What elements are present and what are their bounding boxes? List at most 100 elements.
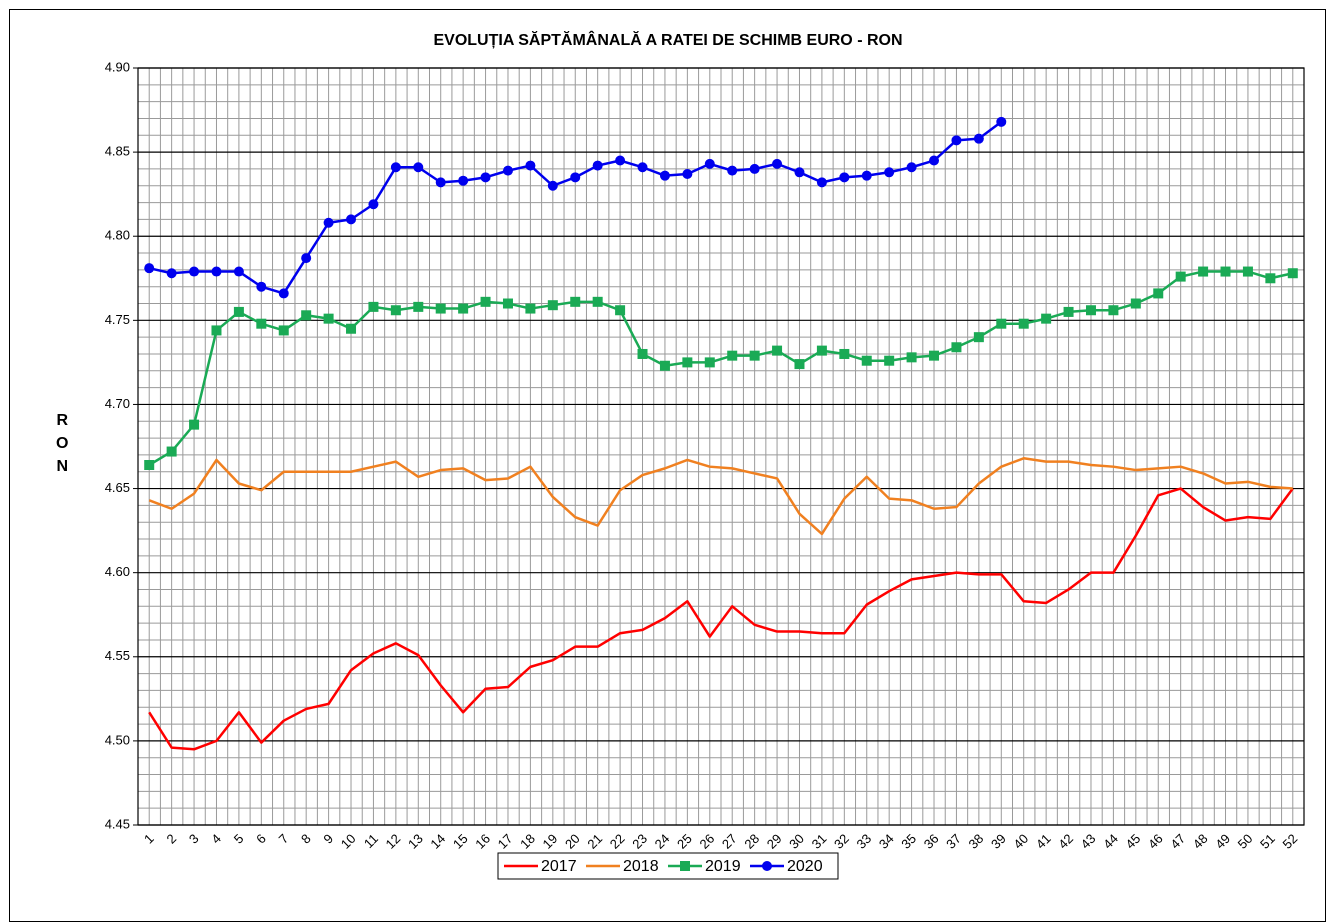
marker [884,355,895,366]
series [144,116,1007,299]
marker [525,303,536,314]
chart-title: EVOLUȚIA SĂPTĂMÂNALĂ A RATEI DE SCHIMB E… [433,30,902,49]
marker [278,325,289,336]
marker [816,345,827,356]
marker [906,352,917,363]
marker [861,170,872,181]
marker [682,168,693,179]
marker [592,160,603,171]
marker [502,165,513,176]
marker [592,296,603,307]
marker [1265,273,1276,284]
marker [929,155,940,166]
marker [413,301,424,312]
marker [1153,288,1164,299]
legend-label: 2018 [623,858,659,875]
marker [189,266,200,277]
y-tick-label: 4.50 [105,732,130,747]
series [148,487,1294,751]
series-line [148,457,1293,536]
marker [144,460,155,471]
y-tick-label: 4.60 [105,564,130,579]
marker [368,199,379,210]
marker [211,266,222,277]
marker [884,167,895,178]
marker [413,162,424,173]
marker [973,332,984,343]
marker [615,305,626,316]
series [148,457,1293,536]
marker [727,165,738,176]
marker [502,298,513,309]
marker [390,305,401,316]
legend-entry: 2018 [586,858,659,875]
legend-label: 2019 [705,858,741,875]
y-tick-label: 4.55 [105,648,130,663]
marker [525,160,536,171]
marker [1130,298,1141,309]
legend-entry: 2017 [504,858,577,875]
series-line [148,487,1294,751]
marker [839,172,850,183]
y-tick-label: 4.90 [105,59,130,74]
marker [189,419,200,430]
marker [772,345,783,356]
marker [659,170,670,181]
y-tick-label: 4.80 [105,228,130,243]
legend-entry: 2020 [750,858,823,875]
marker [346,214,357,225]
legend-label: 2017 [541,858,577,875]
legend-label: 2020 [787,858,823,875]
marker [278,288,289,299]
marker [615,155,626,166]
marker [323,313,334,324]
marker [682,357,693,368]
marker [1041,313,1052,324]
marker [256,318,267,329]
y-tick-label: 4.65 [105,480,130,495]
y-tick-label: 4.70 [105,396,130,411]
marker [256,281,267,292]
marker [390,162,401,173]
marker [1287,268,1298,279]
marker [435,303,446,314]
plot-border [137,67,1305,826]
marker [480,296,491,307]
marker [996,318,1007,329]
y-tick-label: 4.85 [105,144,130,159]
marker [704,357,715,368]
marker [547,180,558,191]
marker [166,446,177,457]
marker [951,135,962,146]
marker [1018,318,1029,329]
marker [772,158,783,169]
series [144,266,1298,471]
marker [659,360,670,371]
marker [166,268,177,279]
y-tick-label: 4.75 [105,312,130,327]
marker [301,253,312,264]
marker [637,162,648,173]
marker [435,177,446,188]
marker [233,306,244,317]
legend-marker [762,861,772,871]
series-line [148,270,1294,467]
marker [749,350,760,361]
marker [816,177,827,188]
marker [704,158,715,169]
marker [906,162,917,173]
marker [1220,266,1231,277]
marker [973,133,984,144]
marker [929,350,940,361]
marker [1175,271,1186,282]
marker [749,163,760,174]
marker [637,348,648,359]
marker [547,300,558,311]
marker [1242,266,1253,277]
marker [1085,305,1096,316]
marker [458,303,469,314]
marker [301,310,312,321]
marker [794,359,805,370]
marker [727,350,738,361]
